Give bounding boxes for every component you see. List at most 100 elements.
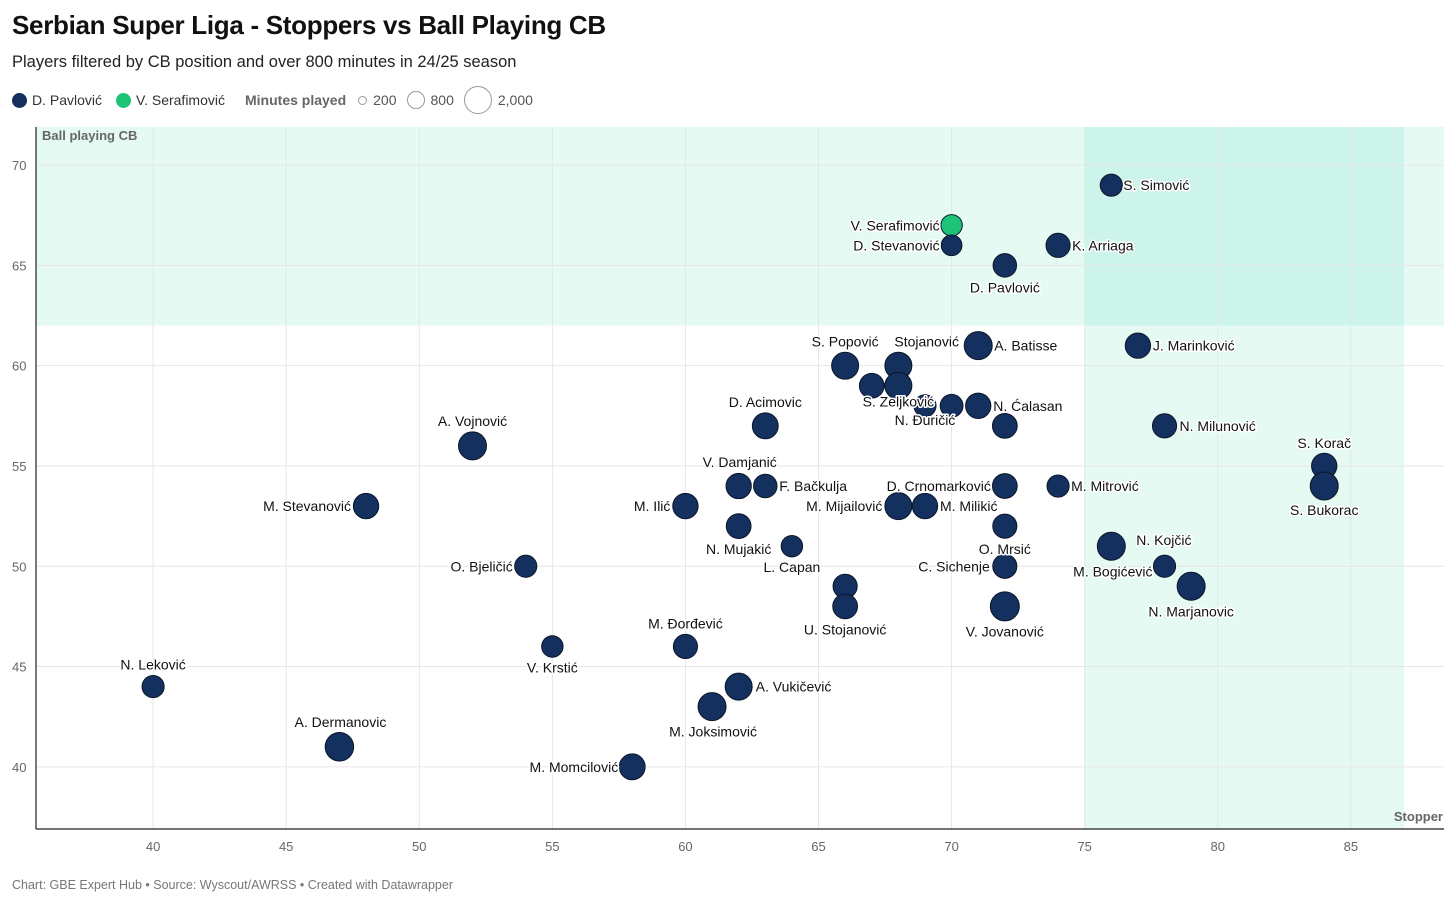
point-v-krsti [541,635,564,658]
point-f-ba-kulja [753,473,778,499]
legend-item-serafimovic[interactable]: V. Serafimović [116,92,225,108]
x-tick-label: 40 [146,839,160,854]
point-n-marjanovic [1176,571,1206,601]
label-m-mijailovi: M. Mijailović [806,498,882,514]
legend-dot-pavlovic [12,92,27,108]
y-tick-label: 55 [12,459,26,474]
x-tick-label: 60 [678,839,692,854]
label-c-sichenje: C. Sichenje [918,558,990,574]
legend-size-small: 200 [358,92,397,108]
point-unlabeled-11 [913,394,937,418]
point-n-mujaki [725,513,752,540]
legend-size-small-label: 200 [373,92,397,108]
zone-label-ball-playing: Ball playing CB [42,128,137,143]
point-unlabeled-9 [858,372,885,399]
point-d-pavlovi [992,253,1018,278]
legend-size-large: 2,000 [463,86,533,114]
legend-size-medium: 800 [406,91,454,109]
point-j-marinkovi [1124,332,1152,359]
y-tick-label: 60 [12,359,26,374]
label-v-krsti: V. Krstić [527,659,578,675]
point-d-crnomarkovi [991,473,1018,499]
point-k-arriaga [1045,232,1071,258]
label-a-dermanovic: A. Dermanovic [295,714,387,730]
label-m-joksimovi: M. Joksimović [669,724,757,740]
label-n-marjanovic: N. Marjanovic [1148,603,1234,619]
point-c-sichenje [992,553,1018,579]
point-m-ili [672,492,699,520]
legend: D. Pavlović V. Serafimović Minutes playe… [12,86,543,114]
point-unlabeled-12 [939,393,964,418]
label-n-koj-i: N. Kojčić [1136,532,1191,548]
label-n-milunovi: N. Milunović [1180,418,1256,434]
label-a-vojnovi: A. Vojnović [438,413,507,429]
zone-label-stopper: Stopper [1394,809,1443,824]
chart-title: Serbian Super Liga - Stoppers vs Ball Pl… [12,10,606,40]
point-d-stevanovi [940,234,963,257]
label-v-serafimovi: V. Serafimović [851,217,940,233]
point-n-koj-i [1096,531,1126,561]
legend-size-large-circle [463,86,492,114]
label-k-arriaga: K. Arriaga [1072,237,1134,253]
point-o-mrsi [992,513,1018,539]
label-n-lekovi: N. Leković [120,657,185,673]
point-m-mijailovi [884,492,913,521]
x-tick-label: 85 [1344,839,1358,854]
x-tick-label: 75 [1077,839,1091,854]
point-n-alasan [965,392,992,419]
label-m-bogi-evi: M. Bogićević [1073,563,1152,579]
point-a-batisse [963,331,993,361]
point-v-jovanovi [989,591,1020,622]
y-tick-label: 70 [12,158,26,173]
legend-size-small-circle [358,95,368,105]
label-n-uri-i: N. Đuričić [895,412,956,428]
legend-item-pavlovic[interactable]: D. Pavlović [12,92,102,108]
label-v-jovanovi: V. Jovanović [966,623,1044,639]
label-a-vuki-evi: A. Vukičević [756,679,832,695]
label-stojanovi: Stojanović [894,334,959,350]
label-u-stojanovi: U. Stojanović [804,621,886,637]
point-m-stevanovi [352,492,380,520]
label-m-stevanovi: M. Stevanović [263,498,351,514]
label-m-miliki: M. Milikić [940,498,998,514]
point-o-bjeli-i [514,554,538,578]
label-s-popovi: S. Popović [812,334,879,350]
point-v-serafimovi [940,214,963,237]
point-m-joksimovi [697,692,727,722]
legend-dot-serafimovic [116,92,132,108]
label-m-ili: M. Ilić [634,498,671,514]
point-unlabeled-14 [991,412,1018,439]
point-m-or-evi [672,633,698,660]
legend-label-pavlovic: D. Pavlović [32,92,103,108]
point-s-simovi [1099,173,1123,197]
label-j-marinkovi: J. Marinković [1153,338,1235,354]
y-tick-label: 40 [12,760,26,775]
label-f-ba-kulja: F. Bačkulja [779,478,847,494]
point-m-mitrovi [1046,474,1070,498]
point-m-bogi-evi [1152,554,1177,578]
legend-size-large-label: 2,000 [497,92,533,108]
label-l-capan: L. Capan [763,559,820,575]
x-tick-label: 45 [279,839,293,854]
legend-label-serafimovic: V. Serafimović [136,92,225,108]
label-n-mujaki: N. Mujakić [706,541,771,557]
point-n-milunovi [1151,413,1178,439]
label-d-pavlovi: D. Pavlović [970,279,1040,295]
label-a-batisse: A. Batisse [994,338,1057,354]
legend-size-title: Minutes played [245,92,347,108]
legend-size-medium-label: 800 [430,92,454,108]
zone-overlap [1084,127,1405,326]
point-d-acimovic [751,412,779,440]
scatter-chart: 40 45 50 55 60 65 70 75 80 85 40 45 50 55 60 65 70 Ball p… [12,127,1444,854]
point-l-capan [780,534,804,558]
point-s-popovi [831,351,860,380]
point-m-momcilovi [618,753,646,781]
label-o-mrsi: O. Mrsić [979,541,1031,557]
point-u-stojanovi [832,593,859,620]
label-m-or-evi: M. Đorđević [648,615,723,631]
x-tick-label: 65 [811,839,825,854]
x-tick-label: 70 [944,839,958,854]
x-tick-label: 80 [1211,839,1225,854]
legend-size-medium-circle [406,91,425,109]
y-tick-label: 45 [12,660,26,675]
